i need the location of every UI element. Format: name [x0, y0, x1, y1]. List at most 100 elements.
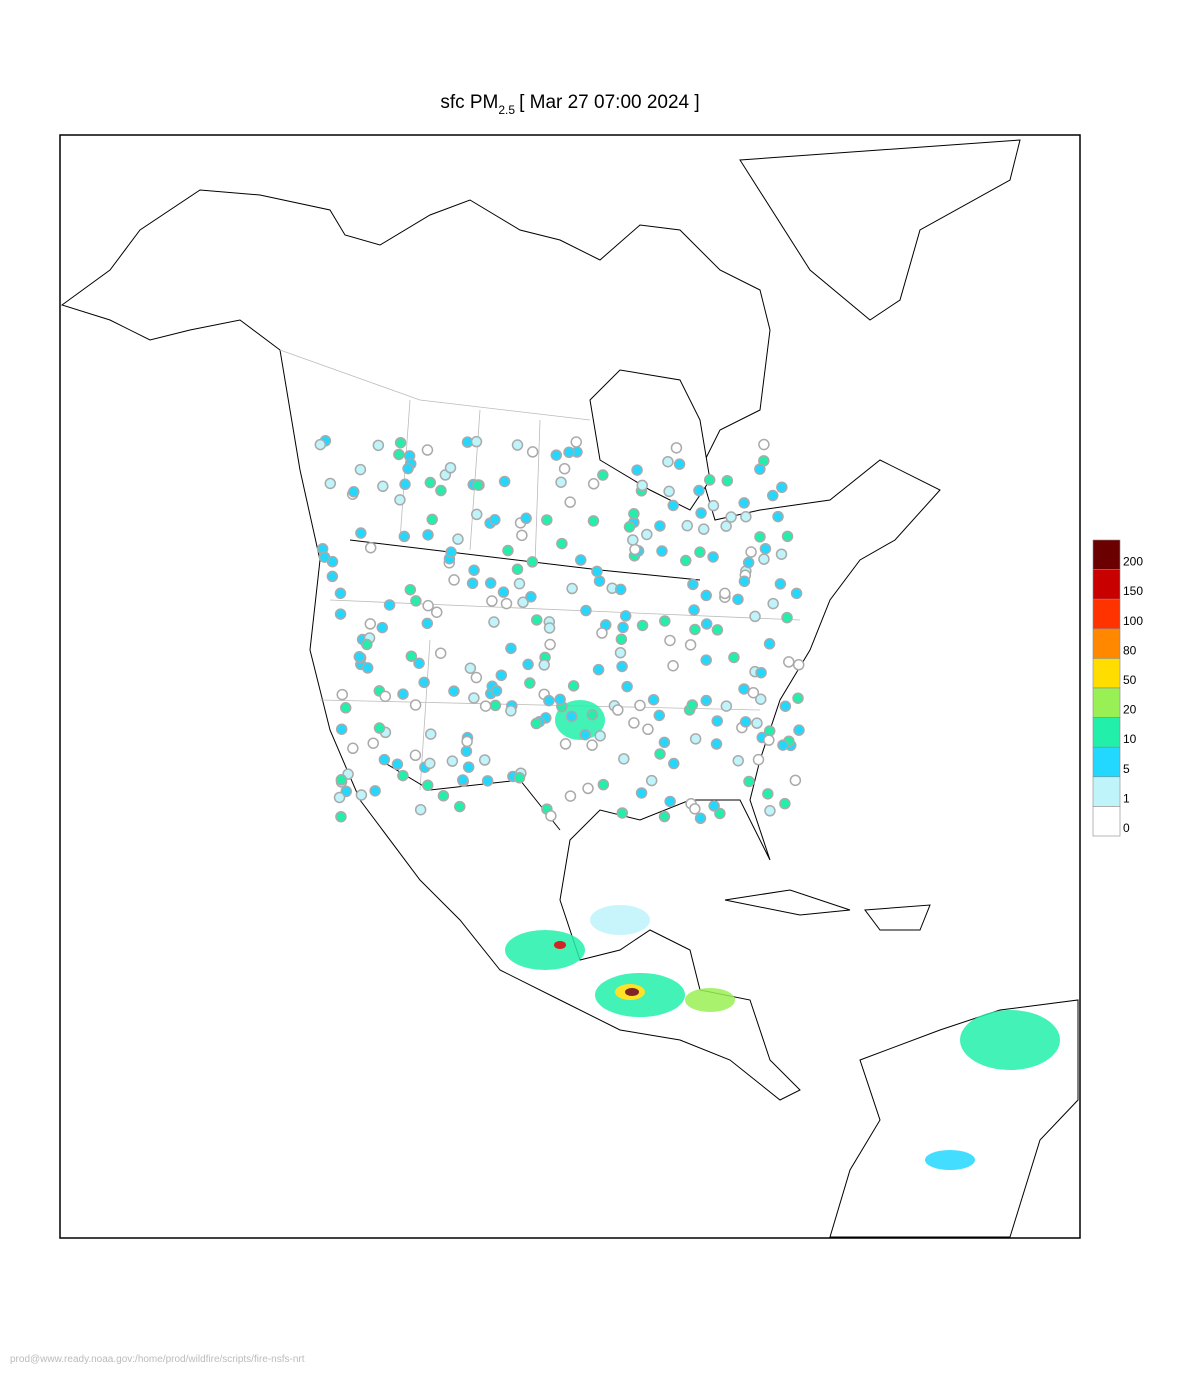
station-dot: [397, 688, 409, 700]
station-dot: [772, 510, 784, 523]
station-dot: [478, 754, 491, 766]
station-dot: [591, 565, 603, 578]
station-dot: [719, 587, 731, 600]
station-dot: [470, 671, 483, 684]
station-dot: [725, 511, 737, 523]
station-dot: [376, 621, 389, 634]
station-dot: [550, 449, 563, 461]
station-dot: [742, 556, 755, 569]
station-dot: [391, 758, 404, 771]
station-dot: [758, 553, 770, 565]
legend-swatch: [1092, 776, 1121, 807]
station-dot: [790, 587, 803, 600]
station-dot: [452, 533, 464, 545]
station-dot: [421, 617, 434, 630]
station-dot: [444, 462, 457, 474]
station-dot: [616, 660, 628, 673]
station-dot: [747, 686, 760, 699]
station-dot: [621, 680, 633, 693]
station-dot: [563, 446, 575, 459]
station-dot: [468, 692, 480, 704]
station-dot: [658, 736, 671, 749]
station-dot: [681, 519, 693, 532]
station-dot: [530, 717, 543, 730]
station-dot: [686, 699, 699, 711]
station-dot: [673, 458, 686, 470]
station-dot: [393, 448, 405, 461]
station-dot: [658, 810, 671, 823]
station-dot: [781, 530, 794, 543]
station-dot: [326, 570, 339, 583]
station-dot: [670, 442, 683, 454]
station-dot: [667, 659, 679, 672]
station-dot: [659, 615, 671, 627]
station-dot: [556, 537, 568, 550]
station-dot: [615, 633, 628, 645]
station-dot: [636, 619, 649, 632]
station-dot: [379, 690, 392, 703]
map-title: sfc PM2.5 [ Mar 27 07:00 2024 ]: [440, 92, 699, 117]
station-dot: [774, 578, 787, 590]
station-dot: [399, 478, 411, 491]
station-dot: [720, 700, 733, 712]
station-dot: [544, 638, 556, 651]
station-dot: [732, 754, 744, 767]
station-dot: [413, 657, 425, 669]
station-dot: [580, 604, 592, 617]
station-dot: [642, 723, 654, 736]
station-dot: [448, 574, 460, 586]
station-dot: [355, 789, 368, 801]
station-dot: [355, 527, 367, 539]
station-dot: [348, 486, 360, 498]
station-dot: [470, 508, 483, 521]
station-dot: [629, 543, 641, 556]
station-dot: [361, 662, 374, 674]
legend-label: 200: [1123, 555, 1143, 569]
station-dot: [394, 494, 406, 506]
station-dot: [324, 477, 337, 490]
legend-label: 1: [1123, 791, 1130, 805]
station-dot: [616, 807, 629, 819]
station-dot: [377, 480, 389, 493]
station-dot: [462, 761, 475, 773]
station-dot: [422, 529, 434, 541]
station-dot: [334, 608, 347, 620]
station-dot: [720, 520, 732, 532]
legend-label: 50: [1123, 673, 1137, 687]
station-dot: [526, 446, 539, 458]
station-dot: [738, 575, 751, 588]
legend-label: 150: [1123, 584, 1143, 598]
plume: [685, 988, 735, 1012]
station-dot: [490, 684, 503, 697]
station-dot: [425, 728, 437, 740]
station-dot: [732, 593, 744, 606]
station-dot: [405, 650, 418, 662]
legend-swatch: [1092, 746, 1121, 778]
station-dot: [597, 778, 610, 791]
station-dot: [566, 582, 578, 595]
station-dot: [792, 692, 804, 704]
station-dot: [711, 715, 723, 727]
plume: [554, 941, 566, 949]
station-dot: [520, 512, 532, 525]
station-dot: [738, 683, 750, 695]
station-dot: [618, 753, 630, 765]
station-dot: [500, 597, 513, 610]
station-dot: [593, 575, 606, 587]
legend-swatch: [1092, 687, 1121, 718]
station-dot: [516, 529, 528, 542]
station-dot: [414, 803, 427, 816]
station-dot: [647, 693, 660, 706]
station-dot: [353, 651, 366, 663]
station-dot: [486, 595, 498, 607]
station-dot: [461, 735, 473, 748]
station-dot: [489, 699, 502, 712]
station-dot: [700, 694, 712, 707]
station-dot: [538, 659, 550, 671]
station-dot: [752, 753, 765, 766]
station-dot: [505, 642, 517, 655]
station-dot: [468, 564, 480, 576]
legend-label: 80: [1123, 643, 1137, 657]
legend-label: 10: [1123, 732, 1137, 746]
